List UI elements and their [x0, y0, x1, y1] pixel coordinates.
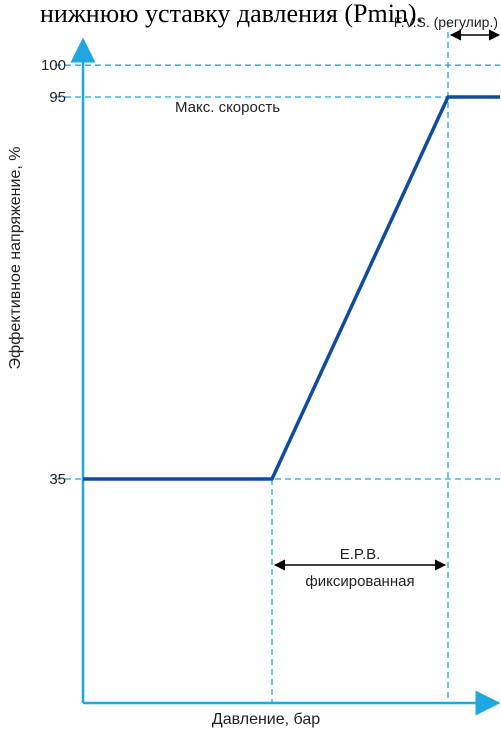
y-tick-label-100: 100: [41, 57, 66, 74]
guide-lines: [55, 22, 500, 703]
x-axis-label: Давление, бар: [212, 711, 320, 728]
annotation-max-speed: Макс. скорость: [175, 99, 280, 116]
y-tick-label-95: 95: [49, 89, 66, 106]
annotation-epb-sublabel: фиксированная: [305, 573, 414, 590]
y-tick-label-35: 35: [49, 471, 66, 488]
series-group: [83, 97, 500, 479]
annotation-fvs-label: F.V.S. (регулир.): [394, 14, 498, 30]
annotations: Макс. скорость E.P.B. фиксированная F.V.S. …: [175, 14, 499, 590]
axes: [83, 40, 498, 703]
y-tick-labels: 100 95 35: [41, 57, 66, 488]
series-line: [83, 97, 500, 479]
header-text: нижнюю уставку давления (Pmin).: [40, 0, 423, 28]
y-axis-label: Эффективное напряжение, %: [7, 147, 24, 370]
annotation-epb-label: E.P.B.: [340, 546, 381, 563]
